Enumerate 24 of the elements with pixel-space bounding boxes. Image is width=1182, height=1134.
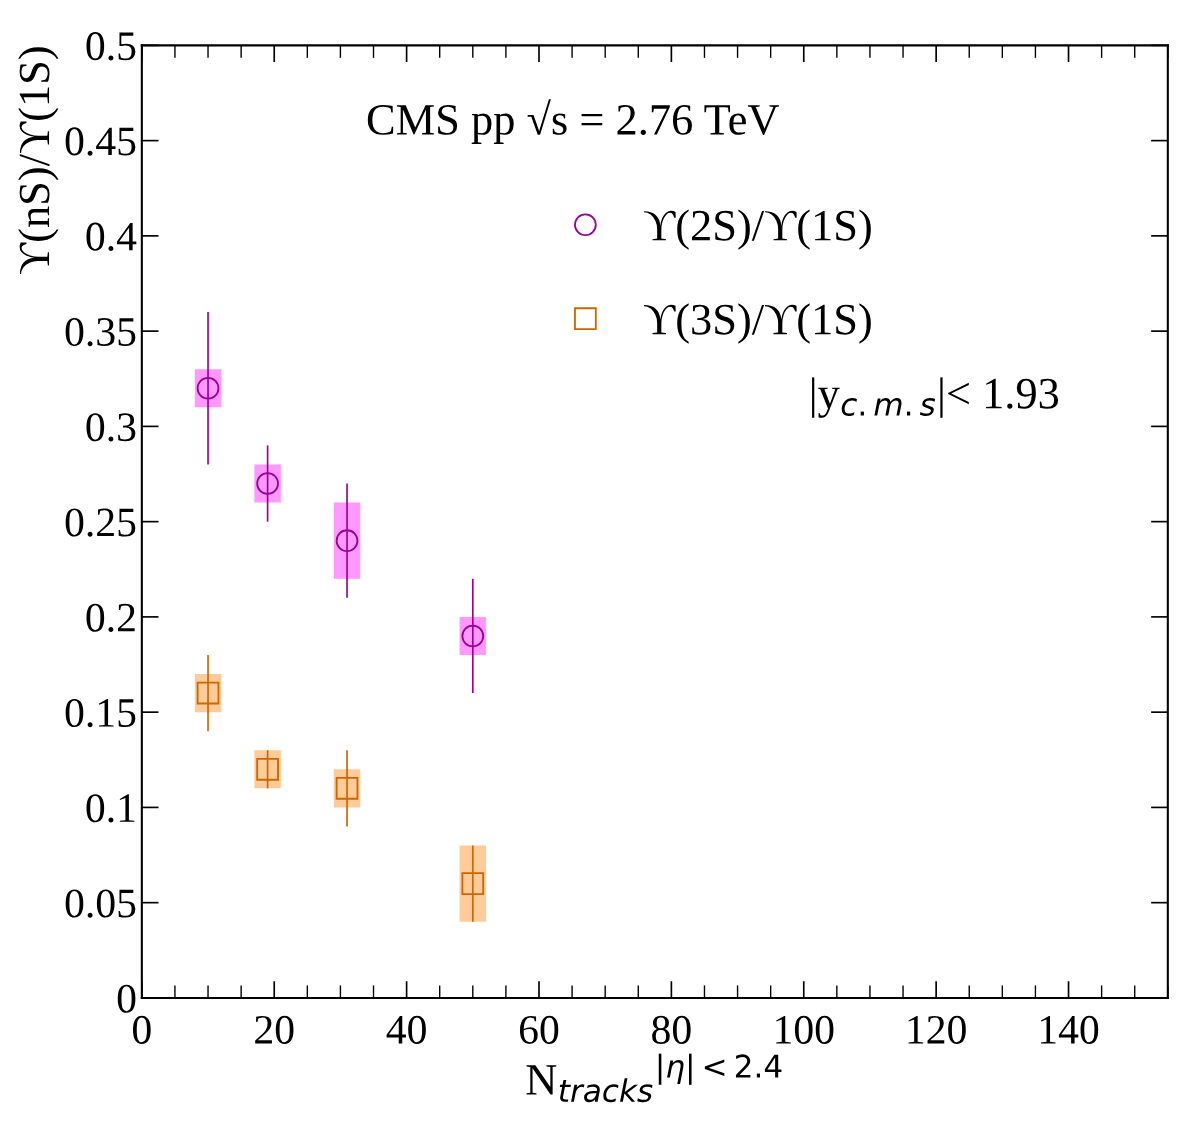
x-tick-label: 140 — [1040, 1015, 1099, 1044]
annotation: CMS pp √s = 2.76 TeV — [367, 99, 779, 144]
x-tick-label: 20 — [255, 1015, 294, 1044]
y-tick-label: 0.25 — [65, 508, 136, 537]
annotation: |y$_{c.m.s}$|< 1.93 — [812, 377, 1059, 418]
x-tick-label: 80 — [652, 1015, 691, 1044]
y-tick-label: 0.4 — [86, 222, 137, 251]
y-tick-label: 0.3 — [86, 413, 136, 442]
y-tick-label: 0.45 — [65, 127, 136, 156]
y-tick-label: 0.35 — [65, 317, 136, 347]
x-tick-label: 60 — [519, 1015, 559, 1044]
y-tick-label: 0.15 — [65, 698, 136, 728]
x-axis-title: N$_{tracks}$$^{|η|<2.4}$ — [526, 1053, 782, 1103]
y-tick-label: 0.5 — [86, 32, 136, 61]
y-tick-label: 0 — [117, 984, 136, 1013]
legend-label: ϒ(3S)/ϒ(1S) — [644, 303, 871, 344]
x-tick-label: 40 — [386, 1015, 426, 1044]
x-tick-label: 100 — [776, 1015, 834, 1044]
y-tick-label: 0.1 — [86, 794, 135, 823]
y-axis-title: ϒ(nS)/ϒ(1S) — [18, 47, 59, 275]
y-tick-label: 0.2 — [86, 603, 135, 632]
x-tick-label: 120 — [908, 1015, 966, 1044]
y-tick-label: 0.05 — [65, 889, 136, 918]
legend-label: ϒ(2S)/ϒ(1S) — [644, 209, 871, 250]
